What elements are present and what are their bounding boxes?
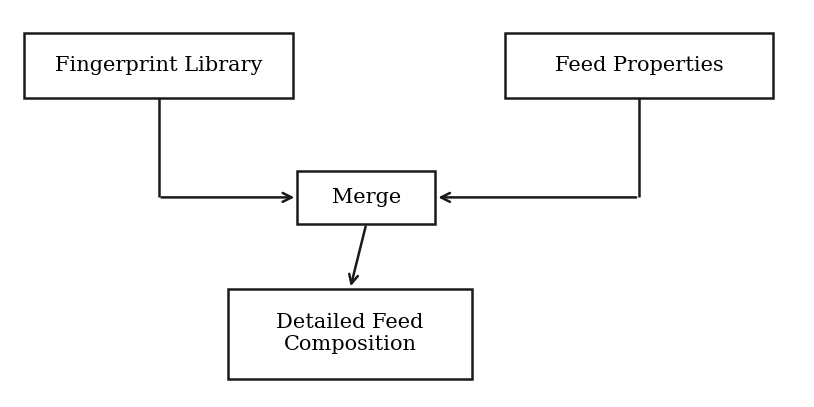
Bar xyxy=(228,289,472,379)
Bar xyxy=(297,171,435,224)
Text: Detailed Feed
Composition: Detailed Feed Composition xyxy=(276,313,424,354)
Text: Feed Properties: Feed Properties xyxy=(554,56,724,74)
Bar xyxy=(505,33,773,98)
Text: Fingerprint Library: Fingerprint Library xyxy=(55,56,262,74)
Text: Merge: Merge xyxy=(331,188,401,207)
Bar xyxy=(24,33,293,98)
